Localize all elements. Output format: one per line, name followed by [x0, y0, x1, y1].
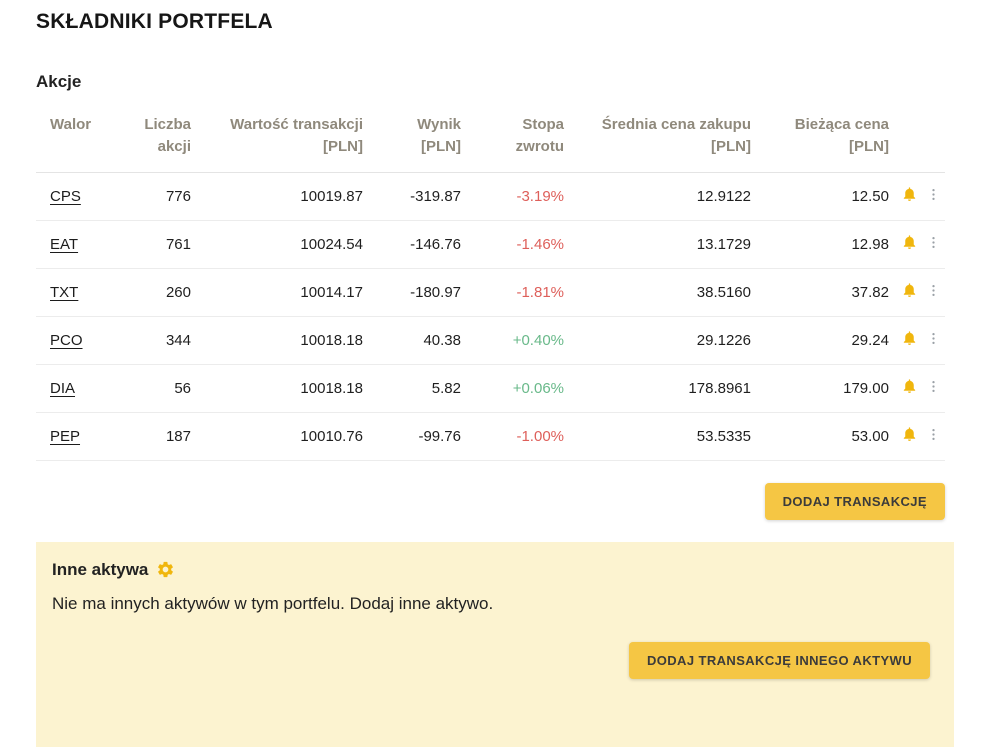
other-assets-empty-message: Nie ma innych aktywów w tym portfelu. Do… — [52, 593, 494, 613]
stocks-table-header-row: Walor Liczba akcji Wartość transakcji [P… — [36, 102, 945, 173]
row-menu-icon[interactable] — [926, 235, 941, 254]
current-price-cell: 12.50 — [751, 172, 889, 221]
return-rate-cell: -3.19% — [461, 172, 564, 221]
row-actions-cell — [889, 172, 945, 221]
other-assets-panel: Inne aktywa Nie ma innych aktywów w tym … — [36, 541, 954, 747]
stocks-actions-row: DODAJ TRANSAKCJĘ — [36, 482, 945, 520]
transaction-value-cell: 10018.18 — [191, 316, 363, 365]
stock-row: PEP 187 10010.76 -99.76 -1.00% 53.5335 53.00 — [36, 412, 945, 461]
ticker-link[interactable]: EAT — [50, 235, 79, 253]
header-walor: Walor — [36, 102, 106, 173]
alert-bell-icon[interactable] — [901, 378, 918, 399]
current-price-cell: 37.82 — [751, 268, 889, 317]
ticker-cell: EAT — [36, 220, 106, 269]
ticker-link[interactable]: CPS — [50, 187, 81, 205]
other-assets-title: Inne aktywa — [52, 559, 149, 579]
header-biezaca-cena: Bieżąca cena [PLN] — [751, 102, 889, 173]
ticker-cell: DIA — [36, 364, 106, 413]
header-srednia-cena-zakupu: Średnia cena zakupu [PLN] — [564, 102, 751, 173]
avg-purchase-price-cell: 13.1729 — [564, 220, 751, 269]
stock-row: CPS 776 10019.87 -319.87 -3.19% 12.9122 12.50 — [36, 172, 945, 221]
ticker-cell: PCO — [36, 316, 106, 365]
row-menu-icon[interactable] — [926, 187, 941, 206]
shares-cell: 776 — [106, 172, 191, 221]
alert-bell-icon[interactable] — [901, 282, 918, 303]
current-price-cell: 29.24 — [751, 316, 889, 365]
ticker-link[interactable]: DIA — [50, 379, 76, 397]
row-actions-cell — [889, 316, 945, 365]
row-actions-cell — [889, 412, 945, 461]
shares-cell: 260 — [106, 268, 191, 317]
transaction-value-cell: 10018.18 — [191, 364, 363, 413]
row-actions-cell — [889, 364, 945, 413]
settings-gear-icon[interactable] — [156, 560, 175, 579]
transaction-value-cell: 10010.76 — [191, 412, 363, 461]
transaction-value-cell: 10014.17 — [191, 268, 363, 317]
shares-cell: 761 — [106, 220, 191, 269]
transaction-value-cell: 10024.54 — [191, 220, 363, 269]
ticker-cell: PEP — [36, 412, 106, 461]
ticker-cell: CPS — [36, 172, 106, 221]
return-rate-cell: +0.40% — [461, 316, 564, 365]
avg-purchase-price-cell: 29.1226 — [564, 316, 751, 365]
return-rate-cell: -1.81% — [461, 268, 564, 317]
current-price-cell: 53.00 — [751, 412, 889, 461]
shares-cell: 56 — [106, 364, 191, 413]
result-cell: -319.87 — [363, 172, 461, 221]
row-menu-icon[interactable] — [926, 427, 941, 446]
result-cell: 5.82 — [363, 364, 461, 413]
other-assets-actions-row: DODAJ TRANSAKCJĘ INNEGO AKTYWU — [52, 641, 938, 679]
header-wynik: Wynik [PLN] — [363, 102, 461, 173]
avg-purchase-price-cell: 12.9122 — [564, 172, 751, 221]
header-actions — [889, 102, 945, 173]
result-cell: -99.76 — [363, 412, 461, 461]
ticker-link[interactable]: PEP — [50, 427, 81, 445]
return-rate-cell: -1.00% — [461, 412, 564, 461]
header-stopa-zwrotu: Stopa zwrotu — [461, 102, 564, 173]
avg-purchase-price-cell: 178.8961 — [564, 364, 751, 413]
stocks-table: Walor Liczba akcji Wartość transakcji [P… — [36, 102, 945, 461]
result-cell: -146.76 — [363, 220, 461, 269]
current-price-cell: 12.98 — [751, 220, 889, 269]
stocks-table-body: CPS 776 10019.87 -319.87 -3.19% 12.9122 12.50 E… — [36, 172, 945, 461]
header-walor-label: Walor — [50, 116, 92, 133]
row-menu-icon[interactable] — [926, 379, 941, 398]
row-actions-cell — [889, 220, 945, 269]
ticker-link[interactable]: PCO — [50, 331, 83, 349]
stock-row: EAT 761 10024.54 -146.76 -1.46% 13.1729 12.98 — [36, 220, 945, 269]
add-other-asset-transaction-button[interactable]: DODAJ TRANSAKCJĘ INNEGO AKTYWU — [628, 641, 930, 679]
result-cell: 40.38 — [363, 316, 461, 365]
stocks-section: Akcje Walor Liczba akcji Wartość transak… — [36, 72, 954, 520]
current-price-cell: 179.00 — [751, 364, 889, 413]
header-wartosc-transakcji: Wartość transakcji [PLN] — [191, 102, 363, 173]
page-title: SKŁADNIKI PORTFELA — [36, 10, 273, 33]
header-liczba-akcji: Liczba akcji — [106, 102, 191, 173]
stocks-section-title: Akcje — [36, 72, 82, 91]
alert-bell-icon[interactable] — [901, 186, 918, 207]
ticker-cell: TXT — [36, 268, 106, 317]
alert-bell-icon[interactable] — [901, 330, 918, 351]
add-transaction-button[interactable]: DODAJ TRANSAKCJĘ — [764, 482, 945, 520]
stock-row: TXT 260 10014.17 -180.97 -1.81% 38.5160 37.82 — [36, 268, 945, 317]
row-menu-icon[interactable] — [926, 331, 941, 350]
alert-bell-icon[interactable] — [901, 234, 918, 255]
avg-purchase-price-cell: 53.5335 — [564, 412, 751, 461]
row-actions-cell — [889, 268, 945, 317]
return-rate-cell: +0.06% — [461, 364, 564, 413]
transaction-value-cell: 10019.87 — [191, 172, 363, 221]
shares-cell: 187 — [106, 412, 191, 461]
row-menu-icon[interactable] — [926, 283, 941, 302]
stock-row: DIA 56 10018.18 5.82 +0.06% 178.8961 179.00 — [36, 364, 945, 413]
other-assets-header: Inne aktywa — [52, 560, 938, 580]
ticker-link[interactable]: TXT — [50, 283, 79, 301]
result-cell: -180.97 — [363, 268, 461, 317]
return-rate-cell: -1.46% — [461, 220, 564, 269]
avg-purchase-price-cell: 38.5160 — [564, 268, 751, 317]
alert-bell-icon[interactable] — [901, 426, 918, 447]
stock-row: PCO 344 10018.18 40.38 +0.40% 29.1226 29.24 — [36, 316, 945, 365]
shares-cell: 344 — [106, 316, 191, 365]
